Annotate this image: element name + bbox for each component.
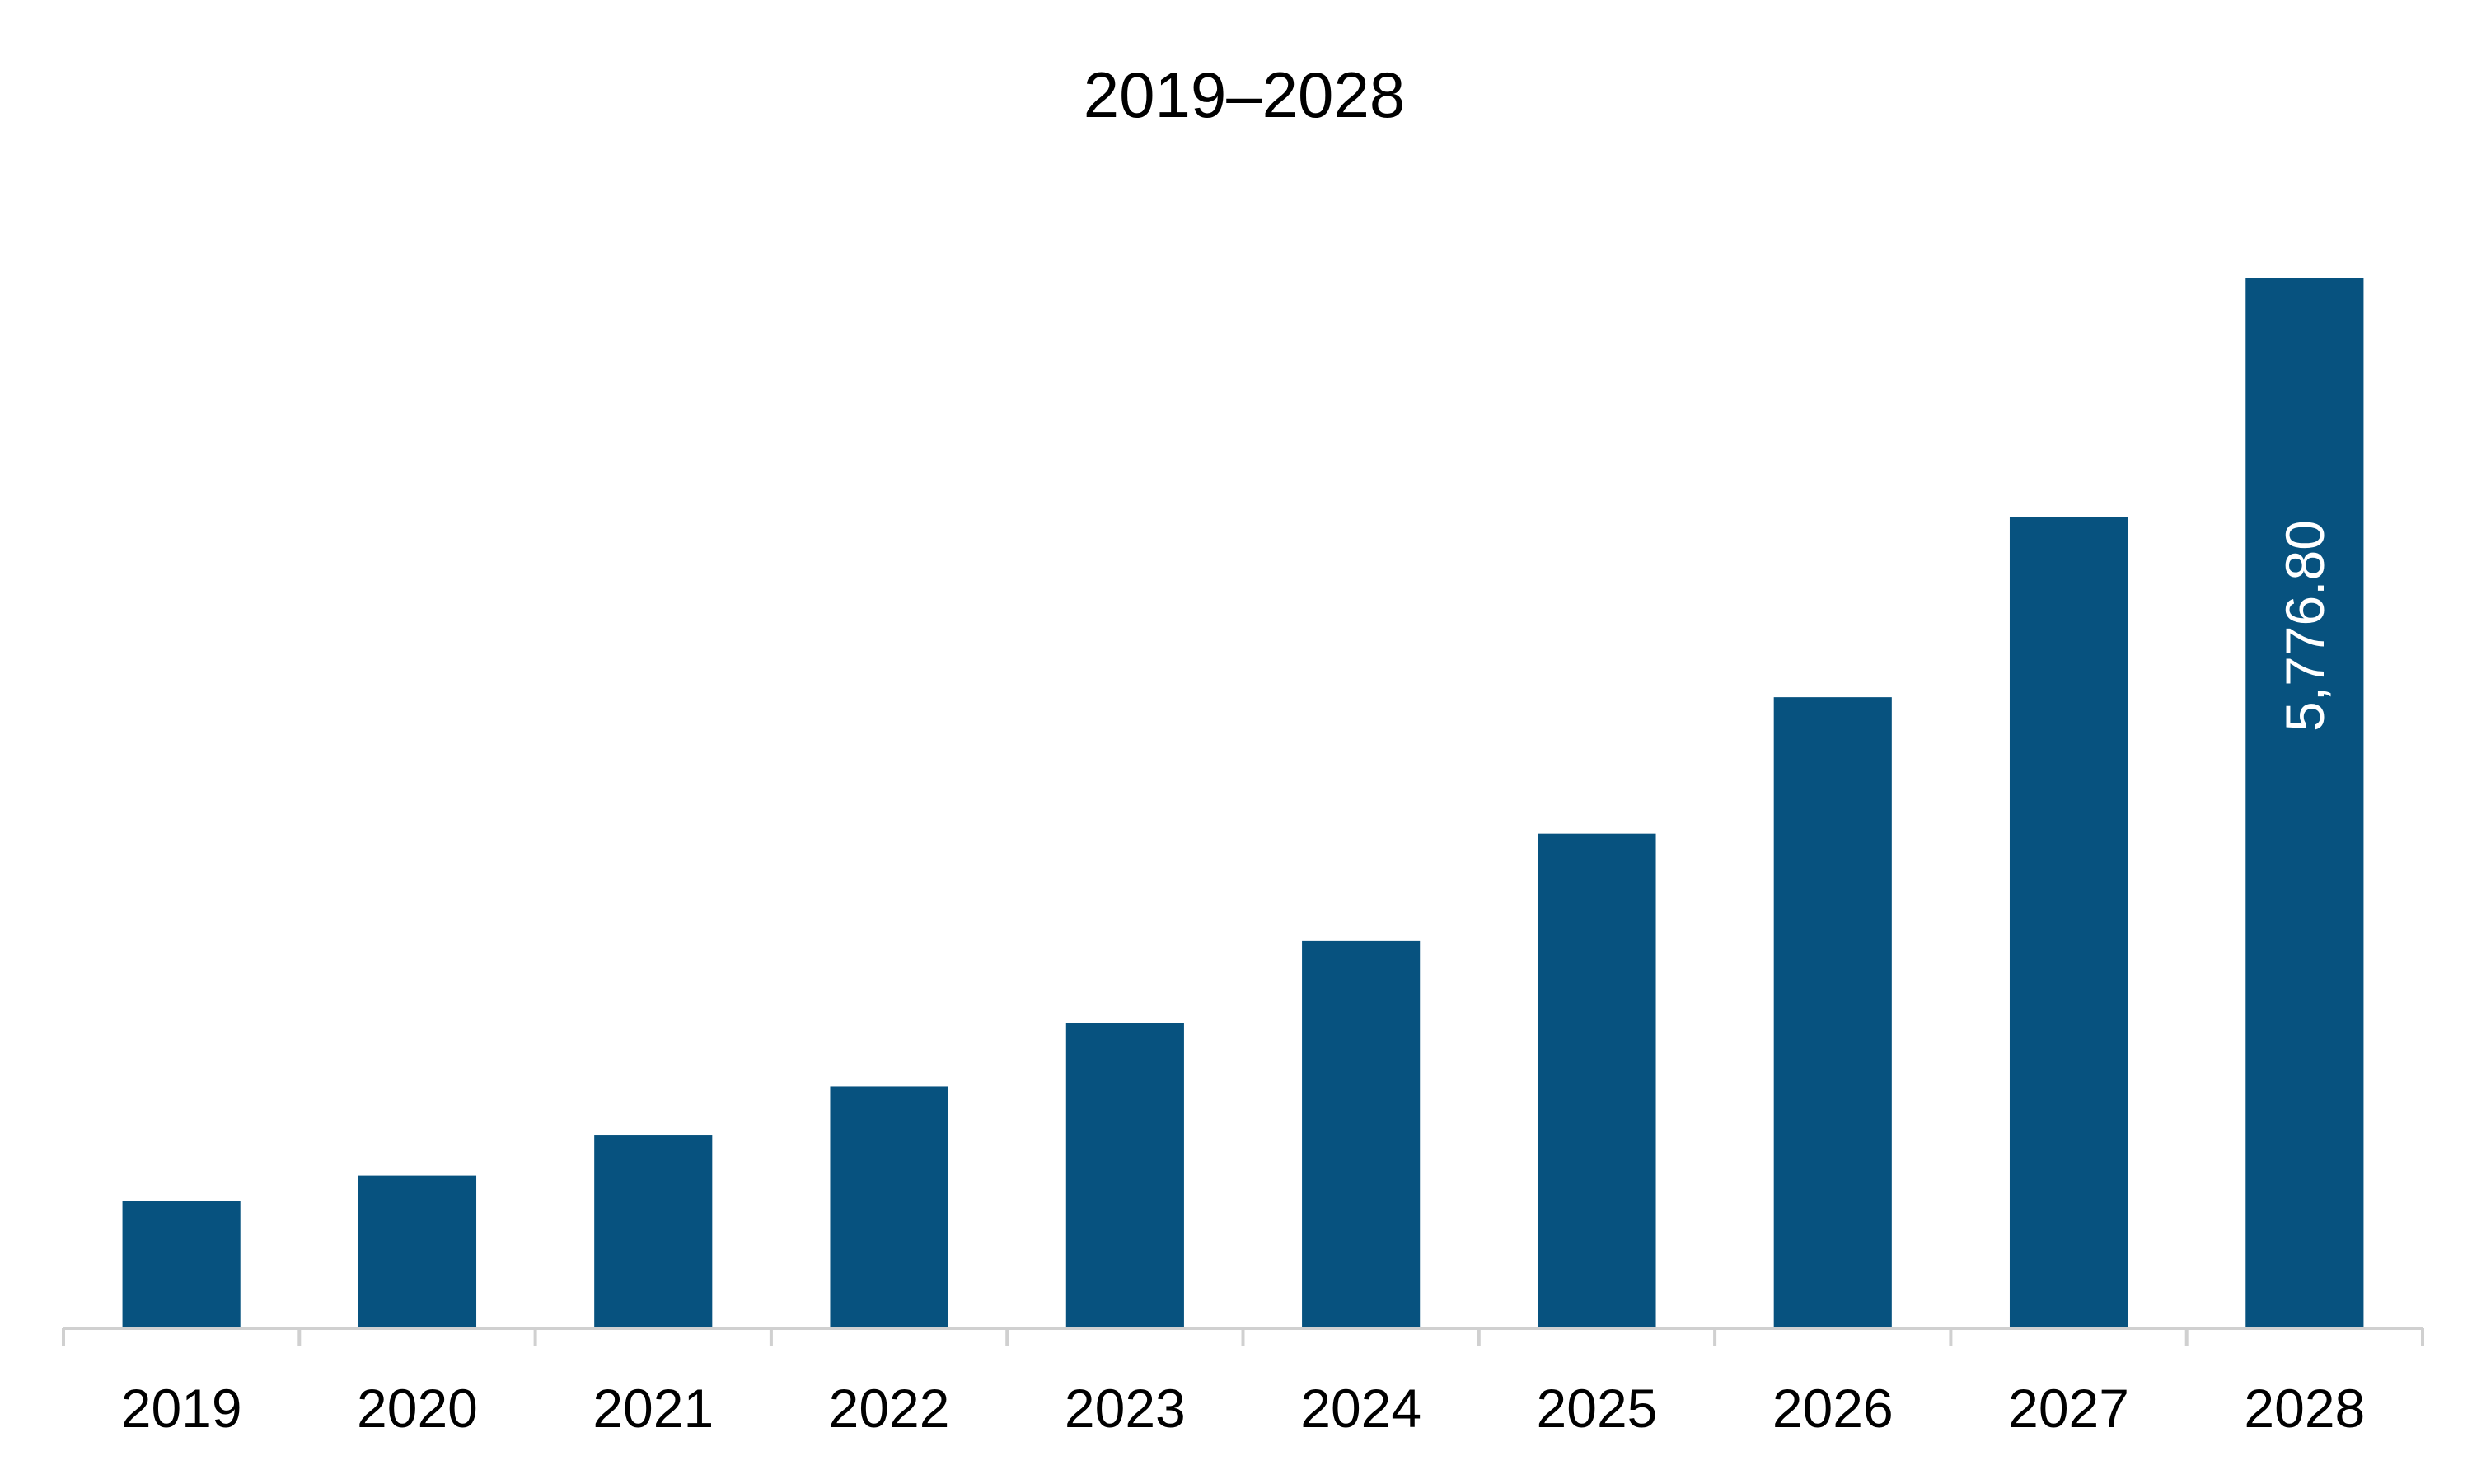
x-axis [62,1327,2424,1346]
bar-2022 [830,1086,948,1328]
bar-2021 [594,1135,713,1328]
bar-2020 [358,1175,477,1328]
x-tick-label-2024: 2024 [1300,1378,1421,1439]
bar-2025 [1538,833,1656,1328]
x-tick-label-2025: 2025 [1537,1378,1658,1439]
x-tick-label-2027: 2027 [2008,1378,2129,1439]
bar-2024 [1302,940,1421,1328]
bar-2028 [2245,278,2364,1328]
bar-2019 [122,1201,241,1328]
x-tick-label-2023: 2023 [1065,1378,1186,1439]
x-tick-label-2021: 2021 [592,1378,714,1439]
x-tick-label-2019: 2019 [121,1378,242,1439]
data-label-2028: 5,776.80 [2274,520,2335,732]
chart-title: 2019–2028 [1084,59,1405,131]
x-tick-label-2026: 2026 [1772,1378,1894,1439]
bars-layer [122,278,2364,1328]
bar-2023 [1065,1023,1184,1328]
x-tick-label-2022: 2022 [829,1378,950,1439]
bar-2026 [1773,697,1892,1328]
bar-2027 [2009,517,2128,1328]
x-tick-label-2028: 2028 [2244,1378,2365,1439]
x-tick-label-2020: 2020 [357,1378,478,1439]
labels-layer: 2019 2020 2021 2022 2023 2024 2025 2026 2027 5,77… [121,520,2366,1439]
